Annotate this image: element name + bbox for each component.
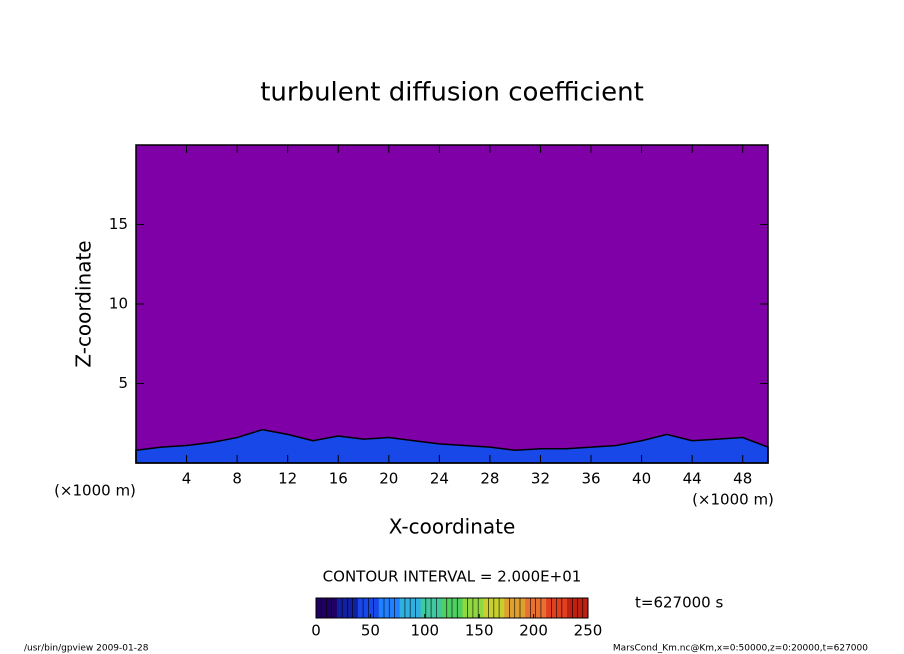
x-tick-label: 12 (278, 470, 297, 488)
y-unit: (×1000 m) (54, 482, 136, 500)
x-tick-label: 8 (232, 470, 242, 488)
colorbar-tick-label: 200 (519, 622, 548, 640)
x-tick-label: 20 (379, 470, 398, 488)
contour-interval: CONTOUR INTERVAL = 2.000E+01 (323, 568, 582, 586)
x-tick-label: 36 (581, 470, 600, 488)
x-unit: (×1000 m) (692, 491, 774, 509)
colorbar-tick-label: 250 (574, 622, 603, 640)
y-axis-label: Z-coordinate (72, 240, 96, 367)
colorbar-tick-label: 150 (465, 622, 494, 640)
x-axis-label: X-coordinate (389, 515, 516, 539)
x-tick-label: 40 (632, 470, 651, 488)
x-tick-label: 32 (531, 470, 550, 488)
x-tick-label: 48 (733, 470, 752, 488)
chart-title: turbulent diffusion coefficient (260, 78, 644, 108)
contour-layer (135, 428, 769, 464)
colorbar-tick-label: 50 (361, 622, 380, 640)
y-tick-label: 15 (109, 215, 128, 233)
y-tick-label: 10 (109, 295, 128, 313)
x-tick-label: 24 (430, 470, 449, 488)
colorbar-tick-label: 100 (410, 622, 439, 640)
footer-left: /usr/bin/gpview 2009-01-28 (24, 644, 149, 654)
time-label: t=627000 s (635, 594, 723, 612)
footer-right: MarsCond_Km.nc@Km,x=0:50000,z=0:20000,t=… (613, 644, 868, 654)
x-tick-label: 16 (329, 470, 348, 488)
colorbar-frame (315, 597, 589, 619)
colorbar-tick-label: 0 (311, 622, 321, 640)
x-tick-label: 4 (182, 470, 192, 488)
plot-background (136, 145, 768, 463)
y-tick-label: 5 (118, 374, 128, 392)
x-tick-label: 44 (683, 470, 702, 488)
x-tick-label: 28 (480, 470, 499, 488)
